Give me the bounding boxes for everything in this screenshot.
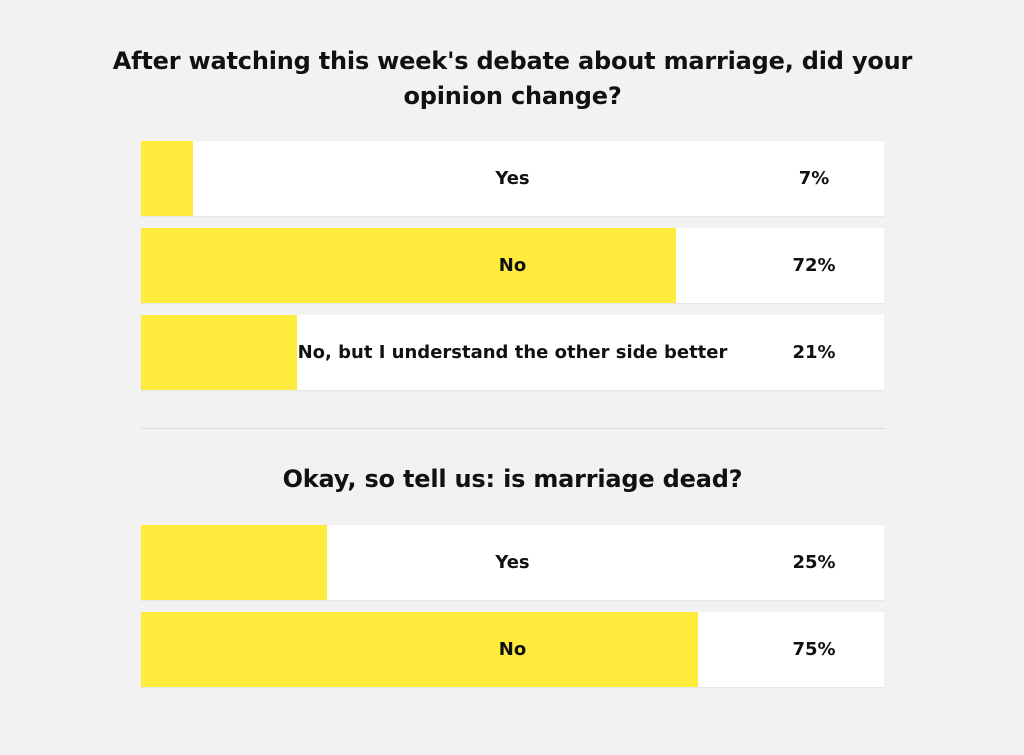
poll-marriage-dead: Okay, so tell us: is marriage dead? Yes …: [141, 462, 884, 699]
poll-option-yes: Yes 7%: [141, 141, 884, 216]
option-percentage: 72%: [792, 255, 836, 276]
option-label: No: [498, 639, 527, 660]
option-label: No: [498, 255, 527, 276]
poll-question: Okay, so tell us: is marriage dead?: [282, 465, 743, 493]
result-bar: [141, 228, 676, 303]
option-label: Yes: [495, 552, 530, 573]
option-percentage: 25%: [792, 552, 836, 573]
option-label: No, but I understand the other side bett…: [297, 342, 728, 363]
poll-option-no-but-understand: No, but I understand the other side bett…: [141, 315, 884, 390]
poll-options: Yes 7% No 72% No, but I understand the o…: [141, 114, 884, 390]
result-bar: [141, 141, 193, 216]
poll-opinion-change: After watching this week's debate about …: [113, 44, 912, 402]
result-bar: [141, 525, 327, 600]
poll-option-no: No 72%: [141, 228, 884, 303]
poll-option-no: No 75%: [141, 612, 884, 687]
option-percentage: 75%: [792, 639, 836, 660]
option-label: Yes: [495, 168, 530, 189]
section-divider: [141, 428, 884, 429]
poll-question: After watching this week's debate about …: [112, 47, 913, 110]
option-percentage: 21%: [792, 342, 836, 363]
option-percentage: 7%: [798, 168, 830, 189]
poll-options: Yes 25% No 75%: [141, 497, 884, 687]
poll-option-yes: Yes 25%: [141, 525, 884, 600]
result-bar: [141, 612, 699, 687]
result-bar: [141, 315, 298, 390]
